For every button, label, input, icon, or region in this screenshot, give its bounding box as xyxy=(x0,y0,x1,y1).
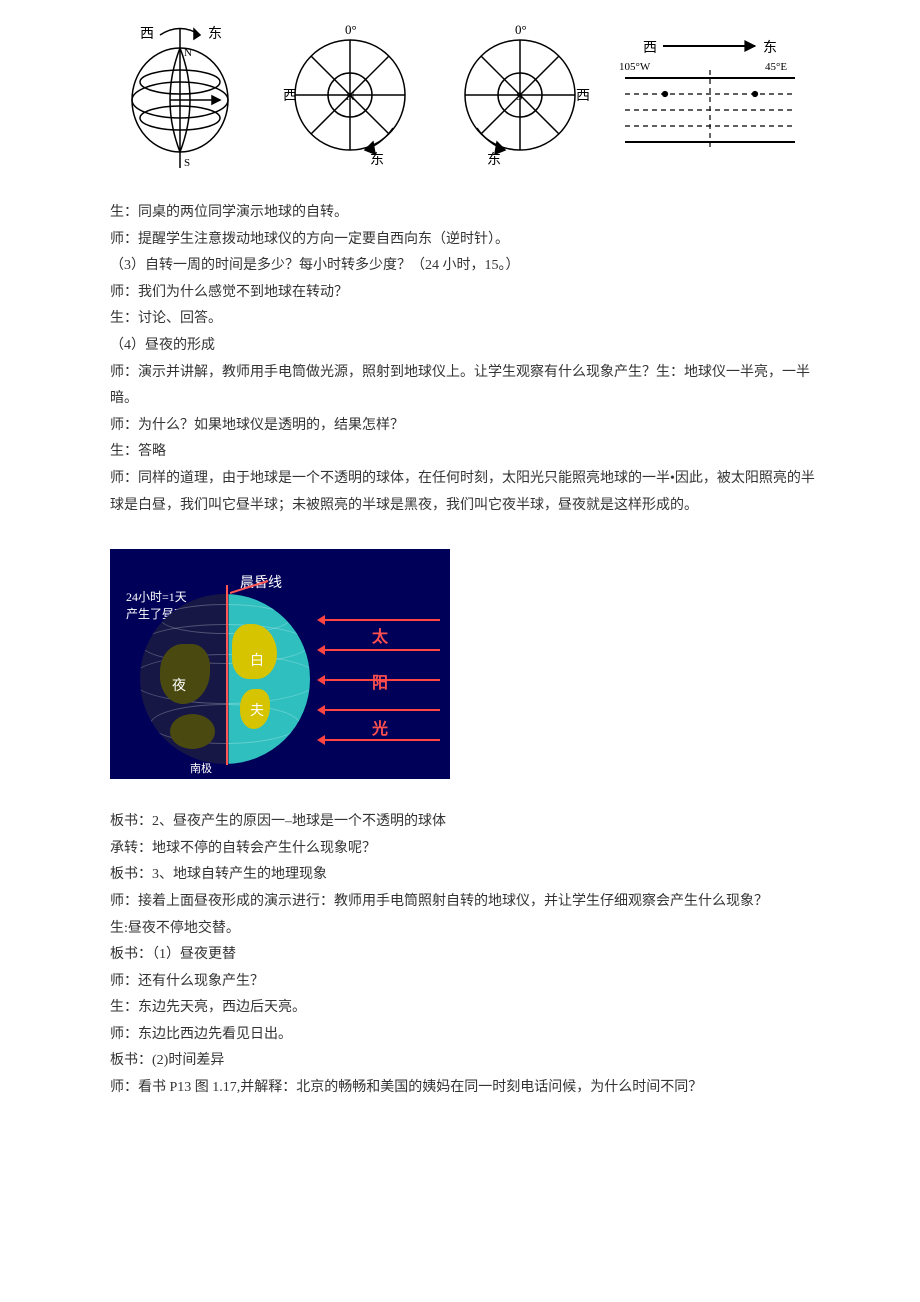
para-a11: 师：看书 P13 图 1.17,并解释：北京的畅畅和美国的姨妈在同一时刻电话问候… xyxy=(110,1075,820,1102)
para-p1: 生：同桌的两位同学演示地球的自转。 xyxy=(110,200,820,227)
fig-day-mid: 夫 xyxy=(250,699,264,726)
label-west: 西 xyxy=(576,89,590,104)
para-p10: 师：同样的道理，由于地球是一个不透明的球体，在任何时刻，太阳光只能照亮地球的一半… xyxy=(110,466,820,519)
para-p5: 生：讨论、回答。 xyxy=(110,306,820,333)
fig-night-label: 夜 xyxy=(172,674,186,701)
label-zero: 0° xyxy=(345,22,357,37)
para-a1: 板书：2、昼夜产生的原因一–地球是一个不透明的球体 xyxy=(110,809,820,836)
diagram-flat-map: 西 东 105°W 45°E xyxy=(615,30,805,160)
diagram-south-pole: 0° 西 S 东 xyxy=(445,20,595,170)
para-a2: 承转：地球不停的自转会产生什么现象呢？ xyxy=(110,836,820,863)
fig-sun1: 太 xyxy=(372,623,388,653)
label-west: 西 xyxy=(643,41,657,56)
fig-south-pole: 南极 xyxy=(190,759,212,779)
label-west: 西 xyxy=(140,27,154,42)
diagram-north-pole: 0° 西 N 东 xyxy=(275,20,425,170)
fig-sun2: 阳 xyxy=(372,669,388,699)
para-p3: （3）自转一周的时间是多少？每小时转多少度？（24 小时，15。） xyxy=(110,253,820,280)
para-a5: 生:昼夜不停地交替。 xyxy=(110,916,820,943)
label-s: S xyxy=(516,89,523,103)
label-left-deg: 105°W xyxy=(619,61,651,73)
para-a7: 师：还有什么现象产生？ xyxy=(110,969,820,996)
label-zero: 0° xyxy=(515,22,527,37)
para-a3: 板书：3、地球自转产生的地理现象 xyxy=(110,862,820,889)
label-east: 东 xyxy=(763,40,777,56)
para-a8: 生：东边先天亮，西边后天亮。 xyxy=(110,995,820,1022)
para-p2: 师：提醒学生注意拨动地球仪的方向一定要自西向东（逆时针）。 xyxy=(110,227,820,254)
fig-sun3: 光 xyxy=(372,715,388,745)
para-a6: 板书：（1）昼夜更替 xyxy=(110,942,820,969)
rotation-diagrams-row: 西 东 N S 0° 西 N 东 xyxy=(110,20,820,170)
terminator-pointer-icon xyxy=(230,579,290,599)
para-a10: 板书：(2)时间差异 xyxy=(110,1048,820,1075)
diagram-globe-oblique: 西 东 N S xyxy=(110,20,255,170)
para-a9: 师：东边比西边先看见日出。 xyxy=(110,1022,820,1049)
label-east: 东 xyxy=(208,26,222,42)
label-n: N xyxy=(184,47,192,59)
fig-day-top: 白 xyxy=(250,649,264,676)
para-p7: 师：演示并讲解，教师用手电筒做光源，照射到地球仪上。让学生观察有什么现象产生？生… xyxy=(110,360,820,413)
para-p6: （4）昼夜的形成 xyxy=(110,333,820,360)
para-p4: 师：我们为什么感觉不到地球在转动？ xyxy=(110,280,820,307)
label-right-deg: 45°E xyxy=(765,61,787,73)
label-s: S xyxy=(184,157,190,169)
label-east: 东 xyxy=(487,152,501,168)
para-p9: 生：答略 xyxy=(110,439,820,466)
label-west: 西 xyxy=(283,89,297,104)
label-east: 东 xyxy=(370,152,384,168)
para-p8: 师：为什么？如果地球仪是透明的，结果怎样？ xyxy=(110,413,820,440)
label-n: N xyxy=(346,89,355,103)
day-night-figure: 24小时=1天 产生了昼夜交替 晨昏线 夜 白 夫 南极 太 阳 光 xyxy=(110,549,450,779)
para-a4: 师：接着上面昼夜形成的演示进行：教师用手电筒照射自转的地球仪，并让学生仔细观察会… xyxy=(110,889,820,916)
fig-globe xyxy=(140,594,310,764)
